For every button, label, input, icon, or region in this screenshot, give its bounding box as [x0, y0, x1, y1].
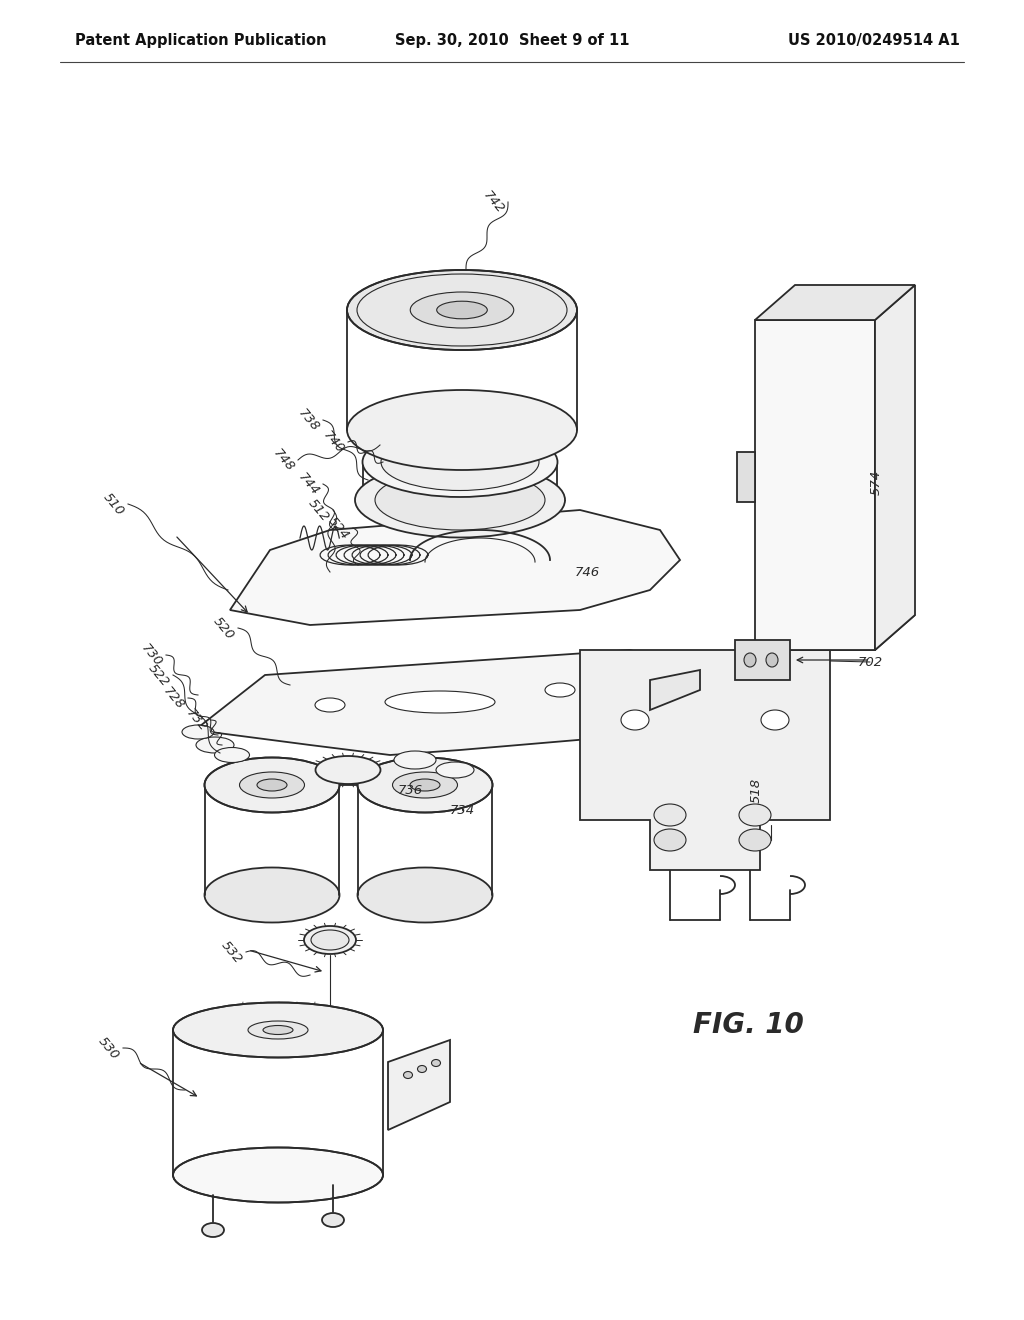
Ellipse shape	[761, 710, 790, 730]
Ellipse shape	[744, 653, 756, 667]
Polygon shape	[874, 285, 915, 649]
Text: 524: 524	[325, 515, 351, 541]
Polygon shape	[755, 319, 874, 649]
Text: FIG. 10: FIG. 10	[692, 1011, 804, 1039]
Ellipse shape	[739, 804, 771, 826]
Text: US 2010/0249514 A1: US 2010/0249514 A1	[788, 33, 961, 48]
Text: 736: 736	[397, 784, 423, 796]
Ellipse shape	[214, 747, 250, 763]
Ellipse shape	[240, 772, 304, 799]
Ellipse shape	[381, 433, 539, 491]
Text: 702: 702	[857, 656, 883, 668]
Text: 740: 740	[319, 428, 346, 455]
Ellipse shape	[411, 292, 514, 327]
Polygon shape	[230, 510, 680, 624]
Text: 728: 728	[160, 684, 186, 711]
Ellipse shape	[436, 762, 474, 777]
Ellipse shape	[418, 1065, 427, 1072]
Text: 732: 732	[183, 706, 209, 734]
Polygon shape	[195, 649, 720, 755]
Ellipse shape	[347, 389, 577, 470]
Polygon shape	[580, 649, 830, 870]
Text: 518: 518	[750, 777, 763, 803]
Ellipse shape	[202, 1224, 224, 1237]
Text: 742: 742	[480, 189, 506, 215]
Ellipse shape	[173, 1147, 383, 1203]
Ellipse shape	[263, 1026, 293, 1035]
Ellipse shape	[621, 710, 649, 730]
Ellipse shape	[248, 1020, 308, 1039]
Ellipse shape	[385, 690, 495, 713]
Text: 512: 512	[305, 496, 331, 524]
Text: 522: 522	[145, 661, 171, 689]
Ellipse shape	[545, 682, 575, 697]
Ellipse shape	[654, 829, 686, 851]
Text: Patent Application Publication: Patent Application Publication	[75, 33, 327, 48]
Ellipse shape	[654, 804, 686, 826]
Text: 734: 734	[450, 804, 474, 817]
Ellipse shape	[410, 779, 440, 791]
Ellipse shape	[375, 470, 545, 531]
Ellipse shape	[355, 462, 565, 537]
Ellipse shape	[403, 1072, 413, 1078]
Ellipse shape	[322, 1213, 344, 1228]
Ellipse shape	[196, 737, 234, 752]
Ellipse shape	[436, 301, 487, 319]
Polygon shape	[737, 451, 755, 502]
Ellipse shape	[392, 772, 458, 799]
Text: 744: 744	[295, 470, 322, 498]
Ellipse shape	[362, 426, 557, 498]
Polygon shape	[388, 1040, 450, 1130]
Ellipse shape	[304, 927, 356, 954]
Polygon shape	[735, 640, 790, 680]
Text: 574: 574	[869, 470, 883, 495]
Ellipse shape	[182, 725, 214, 739]
Ellipse shape	[257, 779, 287, 791]
Ellipse shape	[418, 426, 503, 458]
Text: 510: 510	[100, 490, 126, 517]
Text: 530: 530	[95, 1034, 121, 1061]
Ellipse shape	[766, 653, 778, 667]
Text: 730: 730	[138, 642, 164, 669]
Ellipse shape	[357, 758, 493, 813]
Text: 746: 746	[574, 565, 600, 578]
Ellipse shape	[402, 421, 517, 463]
Ellipse shape	[311, 931, 349, 950]
Polygon shape	[650, 671, 700, 710]
Ellipse shape	[205, 758, 340, 813]
Text: 520: 520	[210, 614, 237, 642]
Ellipse shape	[173, 1002, 383, 1057]
Text: 532: 532	[218, 939, 244, 966]
Ellipse shape	[205, 867, 340, 923]
Ellipse shape	[357, 867, 493, 923]
Text: 748: 748	[270, 446, 296, 474]
Text: 738: 738	[295, 407, 322, 434]
Ellipse shape	[347, 271, 577, 350]
Ellipse shape	[315, 756, 381, 784]
Ellipse shape	[431, 1060, 440, 1067]
Polygon shape	[755, 615, 915, 649]
Text: Sep. 30, 2010  Sheet 9 of 11: Sep. 30, 2010 Sheet 9 of 11	[394, 33, 630, 48]
Polygon shape	[755, 285, 915, 319]
Ellipse shape	[315, 698, 345, 711]
Ellipse shape	[394, 751, 436, 770]
Ellipse shape	[739, 829, 771, 851]
